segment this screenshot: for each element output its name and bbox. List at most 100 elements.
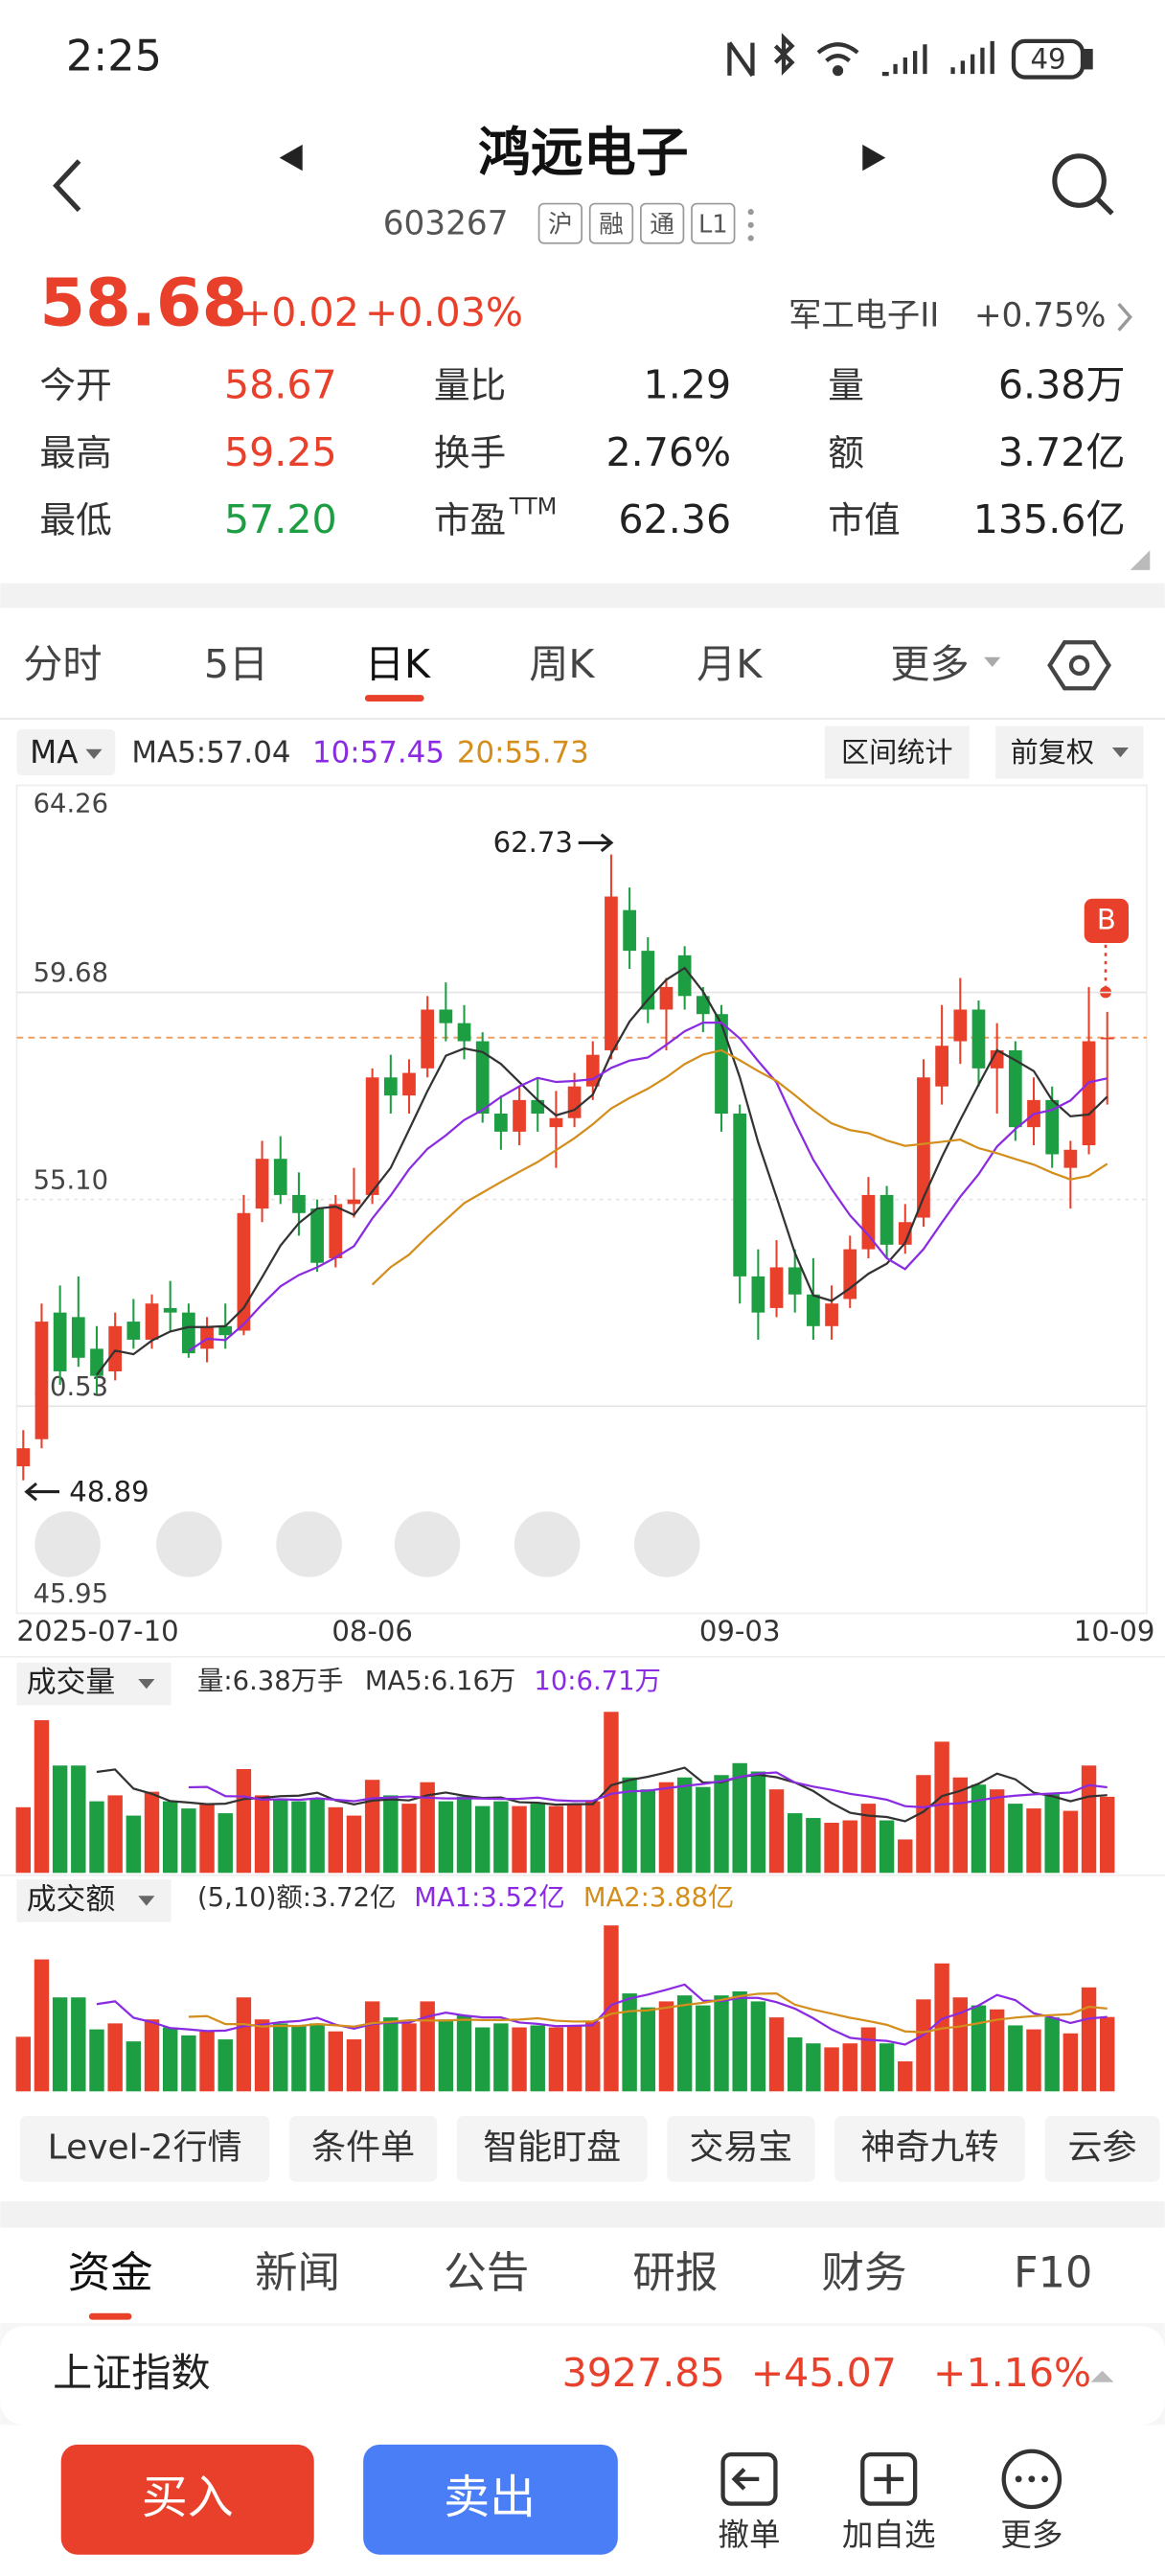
divider xyxy=(0,1874,1165,1876)
news-tab[interactable]: 公告 xyxy=(444,2247,529,2297)
chart-control[interactable] xyxy=(276,1511,342,1577)
amount-bar xyxy=(806,2043,821,2092)
amount-bar xyxy=(714,1995,729,2092)
amount-bar xyxy=(1044,2017,1060,2092)
sell-button[interactable] xyxy=(363,2444,618,2555)
tool-chip[interactable] xyxy=(289,2116,438,2182)
candle-body xyxy=(953,1009,968,1042)
chart-tab[interactable]: 日K xyxy=(365,641,431,687)
amount-bar xyxy=(162,2027,178,2092)
index-expand[interactable] xyxy=(1090,2370,1114,2382)
status-icons xyxy=(727,33,1093,80)
tool-chip[interactable] xyxy=(456,2116,648,2182)
candle-body xyxy=(807,1294,820,1326)
volume-bar xyxy=(604,1712,619,1874)
tag-box xyxy=(640,202,685,244)
amount-bar xyxy=(566,2025,582,2092)
tabs-divider xyxy=(0,718,1165,720)
buy-label: 买入 xyxy=(142,2471,234,2524)
stat-label: 量 xyxy=(828,364,864,406)
range-button[interactable]: 区间统计 xyxy=(841,736,952,769)
tool-chip[interactable] xyxy=(19,2116,270,2182)
news-tab[interactable]: 资金 xyxy=(68,2247,153,2297)
amount-bar xyxy=(842,2043,857,2092)
candle-body xyxy=(71,1317,85,1358)
candle-body xyxy=(329,1204,343,1259)
chart-control[interactable] xyxy=(514,1511,581,1577)
news-tab[interactable]: 财务 xyxy=(821,2247,906,2297)
stock-code: 603267 xyxy=(383,204,509,242)
volume-bar xyxy=(89,1801,104,1874)
watch-label[interactable]: 加自选 xyxy=(842,2517,936,2553)
volume-selector[interactable]: 成交量 xyxy=(27,1666,116,1700)
stat-value: 59.25 xyxy=(224,429,337,475)
settings-button[interactable] xyxy=(1047,640,1111,691)
amount-bar xyxy=(217,2039,233,2092)
amount-bar xyxy=(273,2023,288,2092)
low-arrow xyxy=(24,1482,60,1502)
tag-box xyxy=(537,202,582,244)
chart-tab[interactable]: 更多 xyxy=(890,641,969,687)
y-tick-label: 55.10 xyxy=(34,1165,108,1195)
volume-bar xyxy=(1008,1804,1023,1874)
more-label[interactable]: 更多 xyxy=(1000,2517,1062,2553)
sector-name[interactable]: 军工电子II xyxy=(788,296,939,334)
amount-bar xyxy=(438,2019,454,2092)
amount-bar xyxy=(15,2036,31,2092)
chart-control[interactable] xyxy=(394,1511,461,1577)
dropdown-arrow xyxy=(138,1679,155,1690)
candle-body xyxy=(879,1194,894,1245)
chart-tab[interactable]: 5日 xyxy=(204,641,268,687)
volume-bar xyxy=(622,1777,637,1874)
sector-chevron xyxy=(1117,303,1132,332)
back-button[interactable] xyxy=(53,159,81,213)
adjust-button[interactable]: 前复权 xyxy=(1011,736,1094,769)
y-tick-label: 64.26 xyxy=(34,789,108,818)
news-tab[interactable]: 研报 xyxy=(632,2247,718,2297)
chart-control[interactable] xyxy=(634,1511,700,1577)
chart-tab[interactable]: 周K xyxy=(529,641,595,687)
buy-button[interactable] xyxy=(60,2444,314,2555)
battery-level: 49 xyxy=(1030,42,1065,75)
tool-label: 智能盯盘 xyxy=(483,2128,621,2167)
chart-control[interactable] xyxy=(156,1511,222,1577)
search-button[interactable] xyxy=(1052,153,1114,216)
amount-bar xyxy=(512,2027,527,2092)
range-button-bg[interactable] xyxy=(824,725,970,779)
signal-badge[interactable] xyxy=(1084,898,1129,943)
volume-bar xyxy=(714,1775,729,1874)
next-stock[interactable] xyxy=(862,144,886,172)
tool-chip[interactable] xyxy=(667,2116,815,2182)
amount-bar xyxy=(291,2025,307,2092)
index-card[interactable] xyxy=(0,2326,1165,2426)
dot xyxy=(1028,2475,1036,2483)
high-label: 62.73 xyxy=(493,826,573,859)
volume-ma-long xyxy=(188,1771,1108,1809)
chart-control[interactable] xyxy=(34,1511,101,1577)
tool-chip[interactable] xyxy=(1044,2116,1160,2182)
amount-bar xyxy=(750,2001,766,2092)
ma-selector-bg[interactable] xyxy=(16,729,116,776)
prev-stock[interactable] xyxy=(279,144,303,172)
tag-box xyxy=(691,202,736,244)
volume-bar xyxy=(934,1741,949,1874)
volume-bar xyxy=(676,1777,693,1874)
news-tab[interactable]: 新闻 xyxy=(255,2247,340,2297)
chart-tab[interactable]: 月K xyxy=(697,641,763,687)
amount-selector[interactable]: 成交额 xyxy=(27,1882,116,1917)
amount-bar xyxy=(622,1993,637,2092)
chart-tab[interactable]: 分时 xyxy=(23,641,102,687)
amount-bar xyxy=(898,2060,913,2092)
volume-bar xyxy=(273,1799,288,1874)
amount-bar xyxy=(309,2023,325,2092)
tool-chip[interactable] xyxy=(834,2116,1025,2182)
tool-label: 神奇九转 xyxy=(861,2128,999,2167)
amount-bar xyxy=(640,2007,656,2092)
cancel-label[interactable]: 撤单 xyxy=(718,2517,780,2553)
volume-bar xyxy=(787,1813,803,1874)
amount-bar xyxy=(383,2017,399,2092)
news-tab[interactable]: F10 xyxy=(1014,2247,1092,2297)
candle-body xyxy=(715,1014,728,1115)
volume-bar xyxy=(585,1801,601,1874)
ma-selector[interactable]: MA xyxy=(30,734,78,770)
